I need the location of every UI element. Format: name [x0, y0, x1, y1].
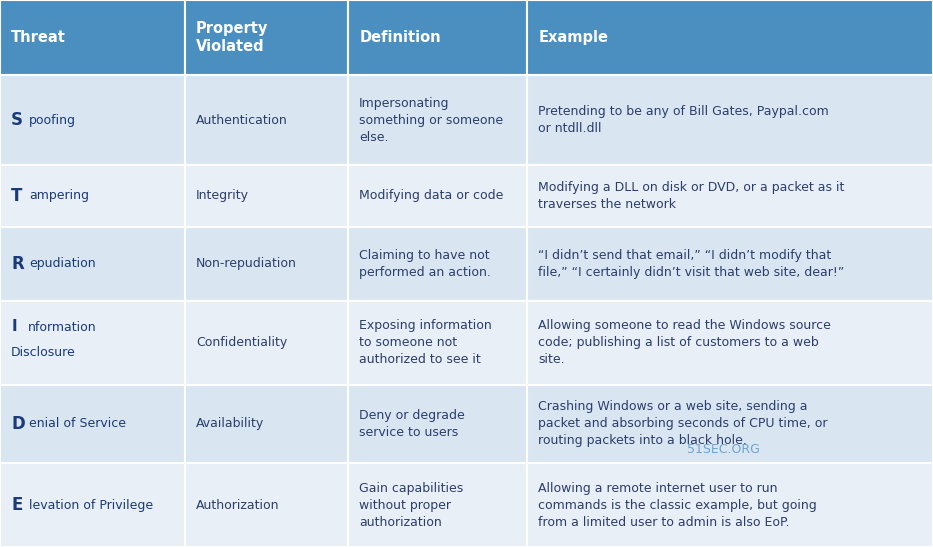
Text: Non-repudiation: Non-repudiation — [196, 258, 297, 270]
Text: Allowing a remote internet user to run
commands is the classic example, but goin: Allowing a remote internet user to run c… — [538, 481, 817, 528]
Text: Integrity: Integrity — [196, 189, 249, 202]
Bar — [185, 165, 348, 227]
Text: Claiming to have not
performed an action.: Claiming to have not performed an action… — [359, 249, 491, 279]
Text: Deny or degrade
service to users: Deny or degrade service to users — [359, 409, 465, 439]
Text: Modifying data or code: Modifying data or code — [359, 189, 504, 202]
Text: Authentication: Authentication — [196, 114, 287, 126]
Bar — [185, 463, 348, 547]
Text: Impersonating
something or someone
else.: Impersonating something or someone else. — [359, 97, 503, 144]
Bar — [185, 385, 348, 463]
Bar — [0, 227, 185, 301]
Text: Availability: Availability — [196, 417, 264, 430]
Text: Crashing Windows or a web site, sending a
packet and absorbing seconds of CPU ti: Crashing Windows or a web site, sending … — [538, 400, 828, 447]
Bar — [0, 385, 185, 463]
Bar — [527, 385, 933, 463]
Bar — [185, 227, 348, 301]
Bar — [527, 227, 933, 301]
Text: Example: Example — [538, 30, 608, 45]
Bar — [348, 463, 527, 547]
Text: I: I — [11, 319, 17, 334]
Text: Information: Information — [11, 321, 83, 334]
Bar — [527, 463, 933, 547]
Bar — [527, 0, 933, 75]
Text: Authorization: Authorization — [196, 498, 279, 511]
Bar — [348, 75, 527, 165]
Text: Disclosure: Disclosure — [11, 346, 76, 359]
Bar — [348, 0, 527, 75]
Bar — [185, 301, 348, 385]
Bar — [0, 463, 185, 547]
Text: Exposing information
to someone not
authorized to see it: Exposing information to someone not auth… — [359, 319, 492, 366]
Text: S: S — [11, 111, 23, 129]
Bar — [0, 75, 185, 165]
Text: E: E — [11, 496, 22, 514]
Text: levation of Privilege: levation of Privilege — [29, 498, 153, 511]
Bar — [527, 165, 933, 227]
Text: nformation: nformation — [28, 321, 97, 334]
Bar — [527, 75, 933, 165]
Text: epudiation: epudiation — [29, 258, 95, 270]
Text: “I didn’t send that email,” “I didn’t modify that
file,” “I certainly didn’t vis: “I didn’t send that email,” “I didn’t mo… — [538, 249, 844, 279]
Text: Allowing someone to read the Windows source
code; publishing a list of customers: Allowing someone to read the Windows sou… — [538, 319, 831, 366]
Text: poofing: poofing — [29, 114, 76, 126]
Text: Modifying a DLL on disk or DVD, or a packet as it
traverses the network: Modifying a DLL on disk or DVD, or a pac… — [538, 181, 844, 211]
Bar — [527, 301, 933, 385]
Bar — [348, 165, 527, 227]
Text: Definition: Definition — [359, 30, 440, 45]
Text: Pretending to be any of Bill Gates, Paypal.com
or ntdll.dll: Pretending to be any of Bill Gates, Payp… — [538, 105, 829, 135]
Bar — [0, 301, 185, 385]
Bar — [348, 385, 527, 463]
Bar — [0, 0, 185, 75]
Text: enial of Service: enial of Service — [29, 417, 126, 430]
Text: T: T — [11, 187, 22, 205]
Text: R: R — [11, 255, 24, 273]
Bar — [348, 301, 527, 385]
Bar — [348, 227, 527, 301]
Text: 51SEC.ORG: 51SEC.ORG — [687, 443, 759, 456]
Text: Threat: Threat — [11, 30, 66, 45]
Text: D: D — [11, 415, 25, 433]
Text: Gain capabilities
without proper
authorization: Gain capabilities without proper authori… — [359, 481, 464, 528]
Text: Property
Violated: Property Violated — [196, 21, 269, 54]
Bar — [185, 0, 348, 75]
Text: Confidentiality: Confidentiality — [196, 336, 287, 350]
Text: ampering: ampering — [29, 189, 89, 202]
Bar — [0, 165, 185, 227]
Bar — [185, 75, 348, 165]
